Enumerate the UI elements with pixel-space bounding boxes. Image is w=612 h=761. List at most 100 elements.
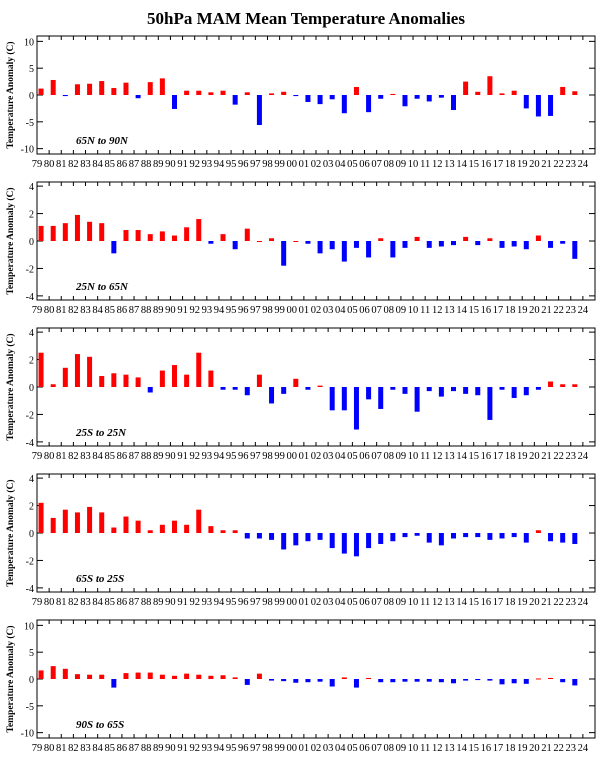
x-tick-label: 14	[456, 305, 467, 316]
bar	[487, 387, 493, 420]
bar	[172, 95, 177, 109]
bar	[62, 223, 68, 241]
x-tick-label: 18	[505, 159, 516, 170]
x-tick-label: 10	[408, 743, 419, 754]
bar	[38, 502, 44, 533]
x-tick-label: 92	[189, 305, 200, 316]
x-tick-label: 98	[262, 597, 273, 608]
bar	[366, 533, 372, 549]
x-tick-label: 99	[274, 451, 285, 462]
bar	[499, 533, 505, 539]
x-tick-label: 97	[250, 597, 261, 608]
x-tick-label: 04	[335, 597, 346, 608]
x-tick-label: 98	[262, 451, 273, 462]
x-tick-label: 80	[44, 159, 55, 170]
x-tick-label: 23	[565, 305, 576, 316]
bar	[159, 231, 165, 241]
bar	[548, 677, 554, 679]
bar	[390, 93, 396, 95]
x-tick-label: 87	[129, 743, 140, 754]
x-tick-label: 94	[214, 159, 225, 170]
bar	[244, 228, 250, 241]
bar	[135, 230, 141, 241]
y-tick-label: 5	[29, 64, 34, 75]
x-tick-label: 05	[347, 159, 358, 170]
bar	[523, 679, 529, 684]
bar	[390, 387, 396, 390]
x-tick-label: 02	[311, 159, 322, 170]
x-tick-label: 91	[177, 451, 188, 462]
bar	[378, 238, 384, 241]
bar	[172, 520, 177, 533]
x-tick-label: 96	[238, 159, 249, 170]
y-tick-label: 0	[29, 91, 34, 102]
y-tick-label: -5	[26, 702, 34, 713]
x-tick-label: 83	[80, 159, 91, 170]
x-tick-label: 82	[68, 451, 79, 462]
x-tick-label: 90	[165, 451, 176, 462]
bar	[159, 524, 165, 533]
y-tick-label: 10	[24, 621, 34, 632]
x-tick-label: 97	[250, 451, 261, 462]
bar	[451, 679, 456, 684]
x-tick-label: 02	[311, 451, 322, 462]
x-tick-label: 93	[202, 159, 213, 170]
bar	[317, 95, 323, 105]
bar	[463, 387, 469, 394]
bar	[341, 387, 347, 411]
x-tick-label: 82	[68, 305, 79, 316]
y-axis-label: Temperature Anomaly (C)	[5, 333, 16, 440]
x-tick-label: 19	[517, 597, 528, 608]
bar	[341, 241, 347, 262]
panel-1: 10 5 0 -5 -10 Temperature Anomaly (C) 79 80 81 82…	[5, 35, 596, 170]
x-tick-label: 23	[565, 159, 576, 170]
x-tick-label: 15	[468, 159, 479, 170]
x-tick-label: 08	[384, 743, 395, 754]
y-tick-label: 0	[29, 383, 34, 394]
x-tick-label: 84	[92, 597, 103, 608]
x-tick-label: 98	[262, 305, 273, 316]
x-tick-label: 19	[517, 451, 528, 462]
x-tick-label: 87	[129, 159, 140, 170]
bar	[426, 95, 432, 102]
x-tick-label: 89	[153, 159, 164, 170]
bar	[451, 387, 456, 392]
x-tick-label: 18	[505, 451, 516, 462]
bar	[281, 679, 287, 682]
x-tick-label: 08	[384, 159, 395, 170]
bar	[317, 385, 323, 387]
x-tick-label: 92	[189, 451, 200, 462]
bar	[402, 95, 408, 107]
bar	[123, 516, 129, 533]
bar	[523, 387, 529, 396]
bar	[147, 530, 153, 533]
bar	[426, 533, 432, 543]
bar	[147, 672, 153, 679]
x-tick-label: 85	[105, 451, 116, 462]
x-tick-label: 94	[214, 305, 225, 316]
x-tick-label: 02	[311, 597, 322, 608]
bar	[353, 387, 359, 430]
x-tick-label: 99	[274, 305, 285, 316]
x-tick-label: 05	[347, 305, 358, 316]
bar	[511, 387, 517, 398]
bar	[548, 533, 554, 542]
bar	[293, 679, 299, 683]
bar	[244, 92, 250, 95]
x-tick-label: 86	[117, 451, 128, 462]
x-tick-label: 22	[553, 305, 564, 316]
bar	[329, 241, 335, 250]
x-tick-label: 18	[505, 305, 516, 316]
bar	[499, 387, 505, 390]
y-axis-label: Temperature Anomaly (C)	[5, 625, 16, 732]
bar	[159, 370, 165, 387]
bar	[123, 374, 129, 387]
bar	[232, 530, 238, 533]
bar	[329, 533, 335, 549]
x-tick-label: 03	[323, 305, 334, 316]
bar	[111, 679, 117, 688]
x-tick-label: 80	[44, 743, 55, 754]
x-tick-label: 00	[286, 597, 297, 608]
x-tick-label: 83	[80, 451, 91, 462]
